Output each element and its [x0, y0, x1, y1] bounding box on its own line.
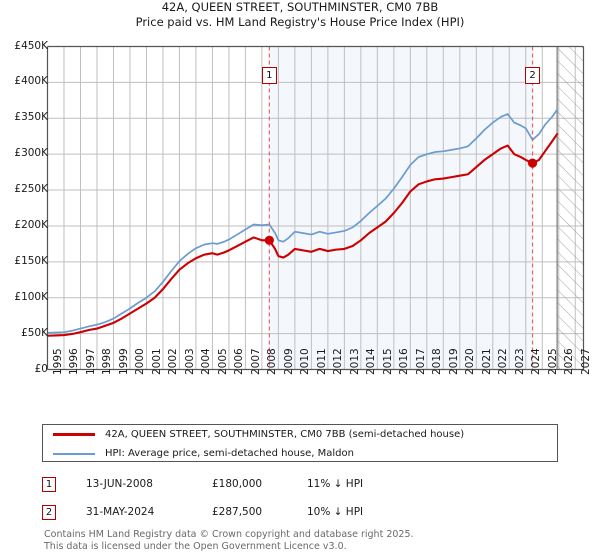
title-line-2: Price paid vs. HM Land Registry's House …: [135, 15, 465, 29]
ownership-band: [269, 46, 533, 370]
legend-label-hpi: HPI: Average price, semi-detached house,…: [105, 448, 354, 459]
x-tick-label: 2015: [381, 347, 394, 375]
chart-legend: 42A, QUEEN STREET, SOUTHMINSTER, CM0 7BB…: [42, 424, 558, 462]
transaction-marker-1: 1: [42, 476, 56, 492]
y-tick-label: £50K: [21, 326, 48, 339]
x-tick-label: 1998: [101, 347, 114, 375]
x-tick-label: 2025: [546, 347, 559, 375]
x-tick-label: 2007: [249, 347, 262, 375]
transaction-date-2: 31-MAY-2024: [86, 506, 155, 518]
attribution-line-1: Contains HM Land Registry data © Crown c…: [44, 529, 414, 540]
legend-swatch-hpi: [53, 452, 95, 455]
y-tick-label: £400K: [14, 75, 48, 88]
transaction-price-2: £287,500: [212, 506, 263, 518]
x-tick-label: 2014: [365, 347, 378, 375]
legend-item-price-paid: 42A, QUEEN STREET, SOUTHMINSTER, CM0 7BB…: [43, 425, 557, 444]
transaction-date-1: 13-JUN-2008: [86, 478, 153, 490]
transaction-point-1: [264, 235, 274, 245]
price-history-chart: £0 £50K £100K £150K £200K £250K £300K £350K £400…: [14, 39, 592, 375]
y-tick-label: £0: [34, 362, 48, 375]
x-tick-label: 2016: [398, 347, 411, 375]
y-tick-label: £100K: [14, 290, 48, 303]
y-tick-label: £200K: [14, 218, 48, 231]
x-tick-label: 2000: [134, 347, 147, 375]
transaction-hpi-delta-1: 11% ↓ HPI: [307, 478, 364, 490]
x-tick-label: 1997: [84, 347, 97, 375]
x-tick-label: 2005: [216, 347, 229, 375]
x-tick-label: 2013: [348, 347, 361, 375]
x-tick-label: 2012: [332, 347, 345, 375]
x-tick-label: 2020: [464, 347, 477, 375]
x-tick-label: 2026: [563, 347, 576, 375]
y-tick-label: £250K: [14, 183, 48, 196]
chart-svg: [46, 45, 585, 371]
y-tick-label: £350K: [14, 111, 48, 124]
x-tick-label: 2021: [480, 347, 493, 375]
series-line-hpi: [46, 108, 558, 334]
attribution-footer: Contains HM Land Registry data © Crown c…: [44, 529, 584, 552]
x-tick-label: 2002: [167, 347, 180, 375]
legend-label-price-paid: 42A, QUEEN STREET, SOUTHMINSTER, CM0 7BB…: [105, 429, 465, 440]
x-tick-label: 2001: [150, 347, 163, 375]
transaction-row-1: 1 13-JUN-2008 £180,000 11% ↓ HPI: [42, 475, 442, 493]
transaction-point-2: [527, 158, 538, 168]
transaction-row-2: 2 31-MAY-2024 £287,500 10% ↓ HPI: [42, 503, 442, 521]
x-tick-label: 2023: [513, 347, 526, 375]
legend-item-hpi: HPI: Average price, semi-detached house,…: [43, 444, 557, 463]
legend-swatch-price-paid: [53, 433, 95, 436]
x-tick-label: 2018: [431, 347, 444, 375]
x-tick-label: 2003: [183, 347, 196, 375]
y-tick-label: £450K: [14, 39, 48, 52]
chart-title: 42A, QUEEN STREET, SOUTHMINSTER, CM0 7BB…: [0, 0, 600, 30]
x-tick-label: 1996: [68, 347, 81, 375]
forecast-hatch-region: [557, 46, 584, 370]
chart-marker-box-1: 1: [261, 67, 277, 85]
y-tick-label: £300K: [14, 147, 48, 160]
transaction-price-1: £180,000: [212, 478, 263, 490]
chart-marker-box-2: 2: [525, 67, 541, 85]
x-tick-label: 2019: [447, 347, 460, 375]
x-tick-label: 2008: [266, 347, 279, 375]
x-tick-label: 2027: [579, 347, 592, 375]
x-tick-label: 2004: [200, 347, 213, 375]
title-line-1: 42A, QUEEN STREET, SOUTHMINSTER, CM0 7BB: [161, 0, 439, 14]
x-tick-label: 2022: [497, 347, 510, 375]
x-tick-label: 2011: [315, 347, 328, 375]
x-tick-label: 2024: [530, 347, 543, 375]
transaction-hpi-delta-2: 10% ↓ HPI: [307, 506, 364, 518]
x-tick-label: 2006: [233, 347, 246, 375]
x-tick-label: 2017: [414, 347, 427, 375]
x-tick-label: 1995: [52, 347, 64, 375]
y-tick-label: £150K: [14, 254, 48, 267]
attribution-line-2: This data is licensed under the Open Gov…: [44, 540, 347, 552]
transaction-marker-2: 2: [42, 504, 56, 520]
x-tick-label: 2010: [299, 347, 312, 375]
x-tick-label: 2009: [282, 347, 295, 375]
series-line-price-paid: [46, 133, 559, 337]
x-tick-label: 1999: [117, 347, 130, 375]
